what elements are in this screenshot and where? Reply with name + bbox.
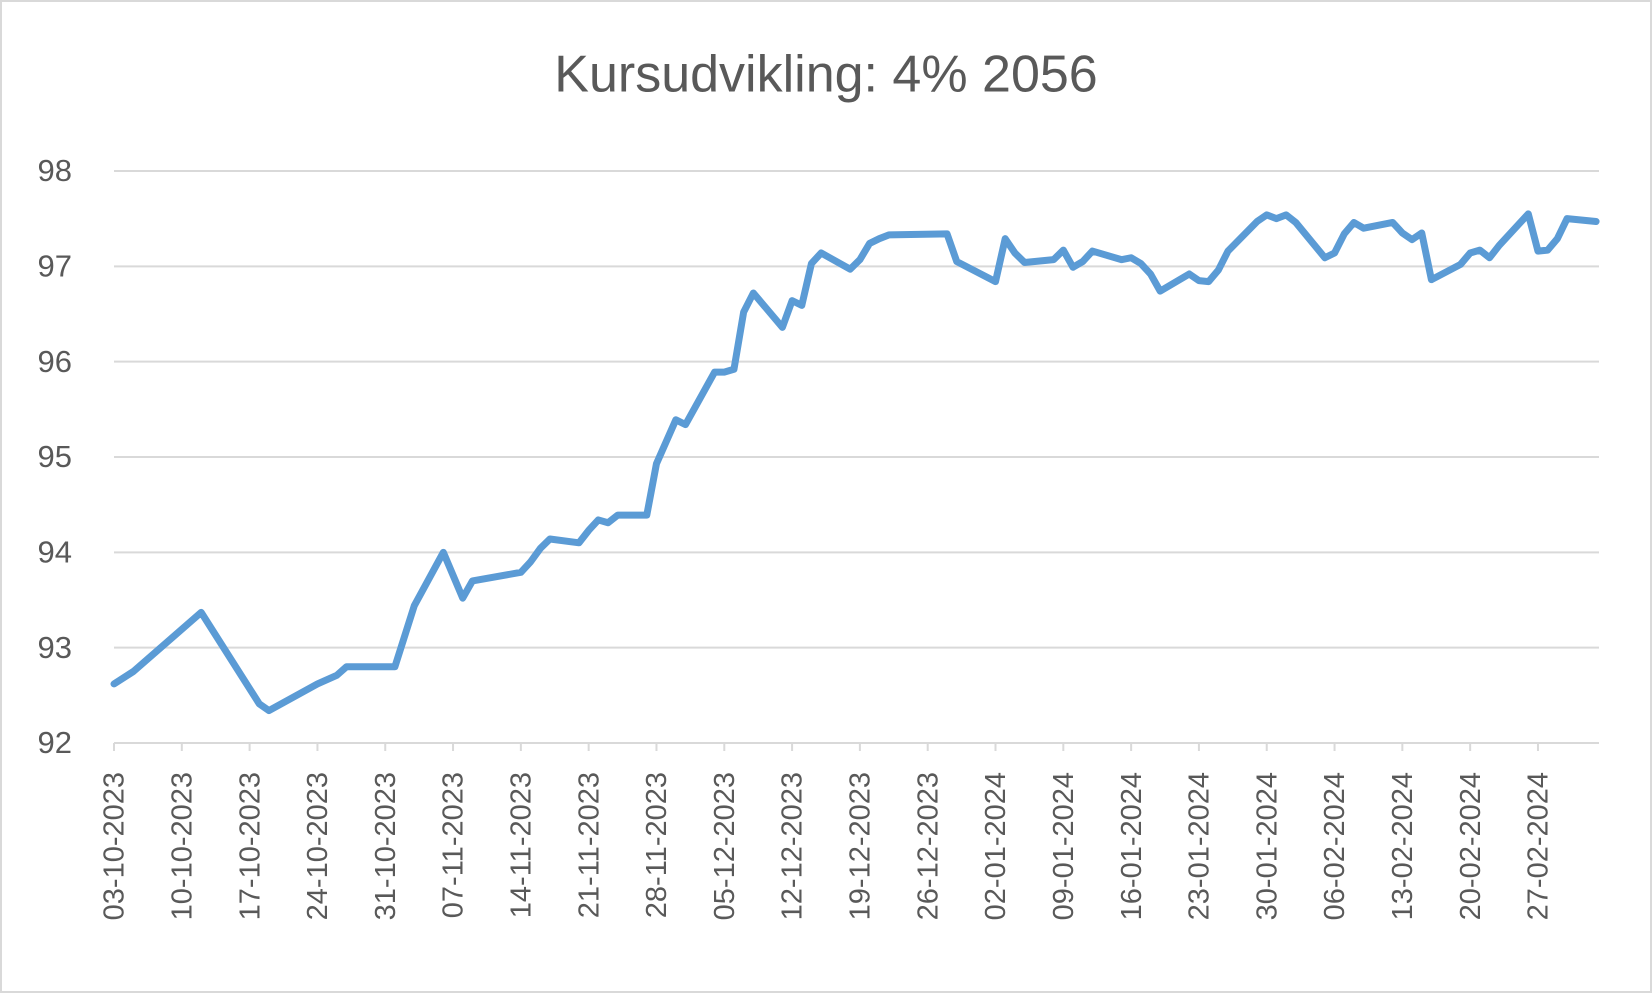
x-tick-label: 23-01-2024 <box>1184 772 1216 920</box>
x-tick-label: 10-10-2023 <box>166 772 198 920</box>
x-tick-label: 24-10-2023 <box>302 772 334 920</box>
y-tick-label: 98 <box>38 153 72 188</box>
x-tick-label: 03-10-2023 <box>99 772 131 920</box>
y-tick-label: 93 <box>38 630 72 665</box>
x-tick-label: 31-10-2023 <box>370 772 402 920</box>
y-tick-label: 95 <box>38 439 72 474</box>
chart-title: Kursudvikling: 4% 2056 <box>554 46 1097 104</box>
x-tick-label: 28-11-2023 <box>641 772 673 918</box>
x-tick-label: 27-02-2024 <box>1523 772 1555 920</box>
x-tick-label: 19-12-2023 <box>845 772 877 920</box>
series-line <box>110 210 1600 715</box>
y-tick-label: 96 <box>38 344 72 379</box>
x-tick-label: 14-11-2023 <box>506 772 538 918</box>
x-tick-label: 06-02-2024 <box>1319 772 1351 920</box>
x-tick-label: 09-01-2024 <box>1048 772 1080 920</box>
x-tick-label: 12-12-2023 <box>777 772 809 920</box>
x-tick-label: 05-12-2023 <box>709 772 741 920</box>
x-tick-label: 30-01-2024 <box>1251 772 1283 920</box>
x-tick-label: 07-11-2023 <box>438 772 470 918</box>
x-tick-label: 26-12-2023 <box>912 772 944 920</box>
x-tick-label: 20-02-2024 <box>1455 772 1487 920</box>
x-tick-label: 13-02-2024 <box>1387 772 1419 920</box>
x-tick-label: 21-11-2023 <box>573 772 605 918</box>
x-tick-label: 02-01-2024 <box>980 772 1012 920</box>
y-tick-label: 94 <box>38 535 72 570</box>
x-tick-label: 16-01-2024 <box>1116 772 1148 920</box>
y-tick-label: 92 <box>38 725 72 760</box>
x-tick-label: 17-10-2023 <box>234 772 266 920</box>
y-tick-label: 97 <box>38 249 72 284</box>
